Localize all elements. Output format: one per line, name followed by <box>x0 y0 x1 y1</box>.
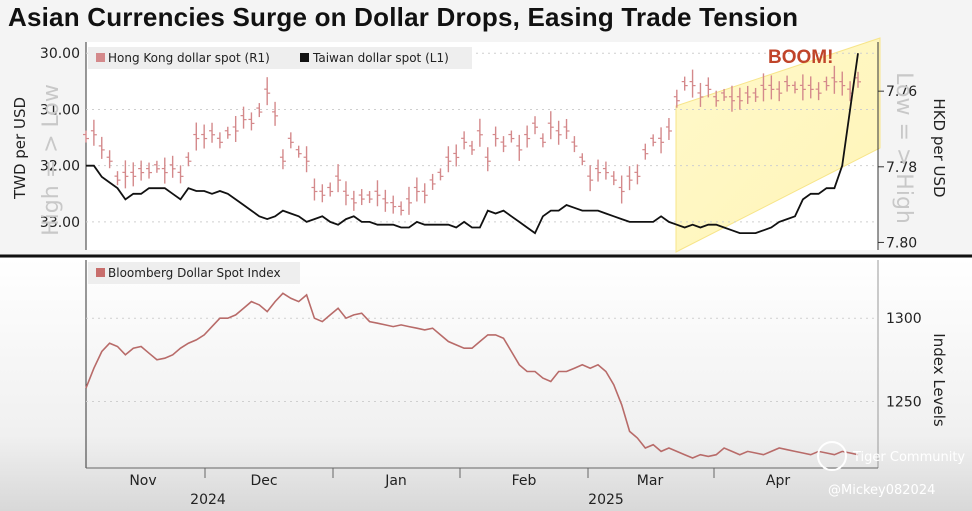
legend-tw-label: Taiwan dollar spot (L1) <box>312 51 449 65</box>
x-month-label: Nov <box>129 473 156 489</box>
top-left-axis-title: TWD per USD <box>11 97 29 200</box>
top-right-tick-label: 7.78 <box>886 160 917 176</box>
bottom-right-tick-label: 1250 <box>886 394 922 410</box>
x-month-label: Mar <box>637 473 664 489</box>
watermark: Tiger Community @Mickey082024 <box>817 441 965 498</box>
taiwan-dollar-line <box>86 53 859 235</box>
top-left-tick-label: 30.00 <box>40 46 80 62</box>
x-month-label: Jan <box>384 473 407 489</box>
x-year-label: 2024 <box>190 492 226 508</box>
top-legend-bg <box>88 47 472 69</box>
legend-tw-swatch <box>300 53 309 62</box>
bottom-panel-bg <box>0 258 972 511</box>
bottom-right-tick-label: 1300 <box>886 311 922 327</box>
x-year-label: 2025 <box>588 492 624 508</box>
top-left-tick-label: 32.00 <box>40 159 80 175</box>
top-right-tick-label: 7.80 <box>886 235 917 251</box>
dollar-index-line <box>85 292 859 459</box>
watermark-handle: @Mickey082024 <box>828 483 935 498</box>
left-direction-note: High = > Low <box>39 84 64 236</box>
tiger-logo-icon <box>817 441 847 471</box>
top-right-axis-title: HKD per USD <box>930 98 948 197</box>
legend-hk-label: Hong Kong dollar spot (R1) <box>108 51 270 65</box>
legend-dxy-swatch <box>96 268 105 277</box>
legend-hk-swatch <box>96 53 105 62</box>
top-left-tick-label: 33.00 <box>40 215 80 231</box>
top-right-tick-label: 7.76 <box>886 84 917 100</box>
boom-annotation: BOOM! <box>768 47 833 68</box>
x-month-label: Dec <box>250 473 277 489</box>
watermark-brand: Tiger Community <box>852 450 965 465</box>
x-month-label: Apr <box>766 473 790 489</box>
bottom-right-axis-title: Index Levels <box>930 333 948 427</box>
bottom-legend-bg <box>88 262 300 284</box>
right-direction-note: Low = > High <box>891 72 916 224</box>
x-month-label: Feb <box>512 473 537 489</box>
highlight-box <box>675 37 881 253</box>
legend-dxy-label: Bloomberg Dollar Spot Index <box>108 266 281 280</box>
chart-title: Asian Currencies Surge on Dollar Drops, … <box>8 2 799 32</box>
top-left-tick-label: 31.00 <box>40 102 80 118</box>
